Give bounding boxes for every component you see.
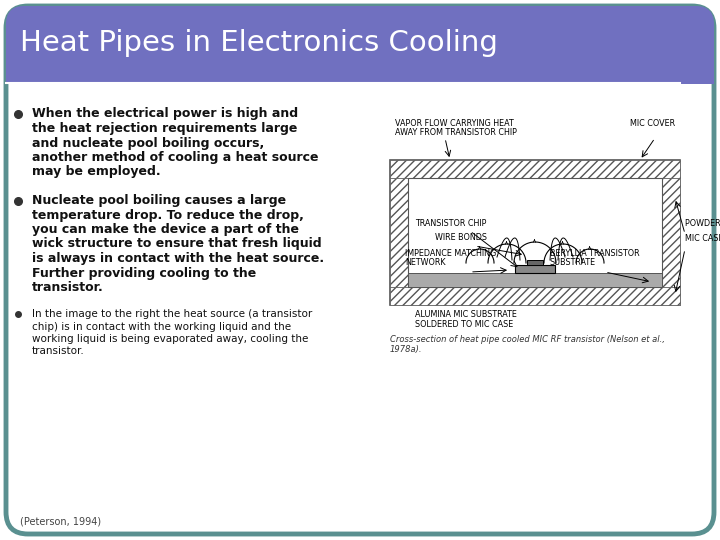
Text: transistor.: transistor. <box>32 347 85 356</box>
Text: VAPOR FLOW CARRYING HEAT: VAPOR FLOW CARRYING HEAT <box>395 119 514 128</box>
Text: working liquid is being evaporated away, cooling the: working liquid is being evaporated away,… <box>32 334 308 344</box>
Text: IMPEDANCE MATCHING: IMPEDANCE MATCHING <box>405 249 496 258</box>
Text: BERYLLIA TRANSISTOR: BERYLLIA TRANSISTOR <box>550 249 639 258</box>
Text: Nucleate pool boiling causes a large: Nucleate pool boiling causes a large <box>32 194 286 207</box>
Bar <box>527 260 543 265</box>
Bar <box>408 178 662 287</box>
Text: is always in contact with the heat source.: is always in contact with the heat sourc… <box>32 252 324 265</box>
Text: may be employed.: may be employed. <box>32 165 161 179</box>
Text: SOLDERED TO MIC CASE: SOLDERED TO MIC CASE <box>415 320 513 329</box>
Text: MIC COVER: MIC COVER <box>630 119 675 128</box>
Bar <box>408 273 662 287</box>
FancyBboxPatch shape <box>6 6 714 84</box>
Text: 1978a).: 1978a). <box>390 345 423 354</box>
Text: TRANSISTOR CHIP: TRANSISTOR CHIP <box>415 219 487 228</box>
Text: (Peterson, 1994): (Peterson, 1994) <box>20 516 101 526</box>
Text: temperature drop. To reduce the drop,: temperature drop. To reduce the drop, <box>32 208 304 221</box>
Text: Further providing cooling to the: Further providing cooling to the <box>32 267 256 280</box>
Text: wick structure to ensure that fresh liquid: wick structure to ensure that fresh liqu… <box>32 238 322 251</box>
Text: AWAY FROM TRANSISTOR CHIP: AWAY FROM TRANSISTOR CHIP <box>395 128 517 137</box>
Bar <box>515 265 555 273</box>
Text: the heat rejection requirements large: the heat rejection requirements large <box>32 122 297 135</box>
Bar <box>390 287 680 305</box>
Text: ALUMINA MIC SUBSTRATE: ALUMINA MIC SUBSTRATE <box>415 310 517 319</box>
Text: WIRE BONDS: WIRE BONDS <box>435 233 487 242</box>
Text: transistor.: transistor. <box>32 281 104 294</box>
Bar <box>390 160 680 305</box>
Text: chip) is in contact with the working liquid and the: chip) is in contact with the working liq… <box>32 321 291 332</box>
Bar <box>390 178 408 287</box>
Bar <box>390 160 680 178</box>
FancyBboxPatch shape <box>6 6 714 534</box>
Text: MIC CASE: MIC CASE <box>685 234 720 243</box>
Text: In the image to the right the heat source (a transistor: In the image to the right the heat sourc… <box>32 309 312 319</box>
Text: and nucleate pool boiling occurs,: and nucleate pool boiling occurs, <box>32 137 264 150</box>
Text: When the electrical power is high and: When the electrical power is high and <box>32 107 298 120</box>
Bar <box>662 178 680 287</box>
Text: POWDER WICK: POWDER WICK <box>685 219 720 228</box>
Text: Cross-section of heat pipe cooled MIC RF transistor (Nelson et al.,: Cross-section of heat pipe cooled MIC RF… <box>390 335 665 344</box>
Text: Heat Pipes in Electronics Cooling: Heat Pipes in Electronics Cooling <box>20 29 498 57</box>
Text: NETWORK: NETWORK <box>405 258 446 267</box>
Text: another method of cooling a heat source: another method of cooling a heat source <box>32 151 318 164</box>
Bar <box>6 64 714 84</box>
Text: SUBSTRATE: SUBSTRATE <box>550 258 596 267</box>
Text: you can make the device a part of the: you can make the device a part of the <box>32 223 299 236</box>
